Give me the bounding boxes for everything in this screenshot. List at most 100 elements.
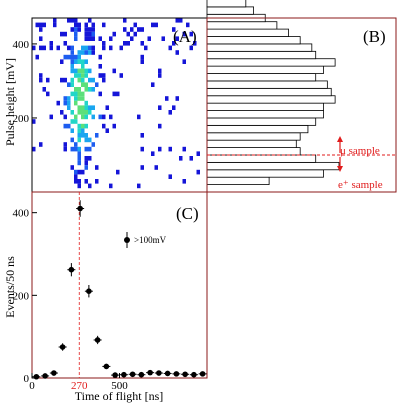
heatmap-cell bbox=[126, 41, 130, 46]
heatmap-cell bbox=[81, 133, 85, 138]
panel-b: (B) μ sample e⁺ sample bbox=[206, 0, 397, 193]
heatmap-cell bbox=[168, 174, 172, 179]
heatmap-cell bbox=[175, 36, 179, 41]
heatmap-cell bbox=[130, 36, 134, 41]
heatmap-cell bbox=[130, 27, 134, 32]
heatmap-cell bbox=[32, 119, 36, 124]
heatmap-cell bbox=[151, 82, 155, 87]
heatmap-cell bbox=[140, 146, 144, 152]
heatmap-cell bbox=[81, 110, 85, 115]
data-point bbox=[103, 363, 110, 370]
data-point bbox=[112, 372, 118, 378]
heatmap-cell bbox=[74, 22, 78, 28]
heatmap-cell bbox=[196, 151, 200, 156]
histogram-bar bbox=[206, 50, 317, 60]
heatmap-cell bbox=[98, 54, 102, 60]
heatmap-cell bbox=[109, 45, 113, 51]
data-point bbox=[191, 371, 197, 378]
panel-c-ylabel: Events/50 ns bbox=[3, 256, 17, 318]
heatmap-cell bbox=[158, 68, 162, 74]
y-tick-label: 0 bbox=[24, 373, 30, 385]
heatmap-cell bbox=[70, 110, 74, 115]
histogram-bar bbox=[206, 132, 301, 141]
legend-marker bbox=[124, 237, 130, 243]
heatmap-cell bbox=[84, 146, 88, 152]
heatmap-cell bbox=[84, 45, 88, 51]
heatmap-cell bbox=[112, 31, 116, 37]
heatmap-cell bbox=[84, 31, 88, 37]
heatmap-cell bbox=[95, 133, 99, 138]
histogram-bar bbox=[206, 139, 297, 148]
heatmap-cell bbox=[165, 96, 169, 101]
heatmap-cell bbox=[60, 110, 64, 115]
heatmap-cell bbox=[133, 31, 137, 37]
heatmap-cell bbox=[112, 91, 116, 97]
heatmap-cell bbox=[168, 146, 172, 152]
heatmap-cell bbox=[67, 45, 71, 51]
histogram-bar bbox=[206, 21, 278, 30]
heatmap-cell bbox=[70, 77, 74, 83]
heatmap-cell bbox=[88, 156, 92, 161]
histogram-bar bbox=[206, 161, 340, 171]
histogram-bars bbox=[206, 0, 340, 185]
heatmap-cell bbox=[74, 96, 78, 101]
heatmap-cell bbox=[74, 73, 78, 78]
heatmap-cell bbox=[81, 123, 85, 129]
heatmap-cell bbox=[98, 36, 102, 41]
heatmap-cell bbox=[88, 105, 92, 110]
heatmap-cell bbox=[81, 128, 85, 133]
heatmap-cell bbox=[95, 179, 99, 184]
heatmap-cell bbox=[189, 31, 193, 37]
heatmap-cell bbox=[154, 22, 158, 28]
heatmap-cell bbox=[74, 119, 78, 124]
heatmap-cell bbox=[35, 54, 39, 60]
heatmap-cell bbox=[77, 110, 81, 115]
panel-a-ylabel: Pulse height [mV] bbox=[3, 58, 17, 146]
heatmap-cell bbox=[123, 27, 127, 32]
heatmap-cell bbox=[189, 45, 193, 51]
heatmap-cell bbox=[91, 22, 95, 28]
heatmap-cell bbox=[81, 77, 85, 83]
histogram-bar bbox=[206, 154, 317, 163]
heatmap-cell bbox=[70, 119, 74, 124]
heatmap-cell bbox=[39, 77, 43, 83]
heatmap-cell bbox=[39, 22, 43, 28]
tof-points bbox=[32, 200, 207, 380]
heatmap-cell bbox=[161, 36, 165, 41]
heatmap-cell bbox=[109, 36, 113, 41]
heatmap-cell bbox=[112, 123, 116, 129]
heatmap-cell bbox=[154, 165, 158, 170]
heatmap-cell bbox=[70, 54, 74, 60]
heatmap-cell bbox=[74, 174, 78, 179]
heatmap-cell bbox=[63, 41, 67, 46]
heatmap-cell bbox=[84, 105, 88, 110]
heatmap-cell bbox=[63, 114, 67, 120]
e-arrow-head bbox=[337, 165, 343, 172]
e-sample-label: e⁺ sample bbox=[338, 179, 383, 191]
heatmap-cell bbox=[70, 165, 74, 170]
heatmap-cell bbox=[39, 36, 43, 41]
heatmap-cell bbox=[102, 77, 106, 83]
data-point bbox=[156, 370, 162, 376]
heatmap-cell bbox=[53, 22, 57, 28]
heatmap-cell bbox=[81, 169, 85, 175]
heatmap-cell bbox=[39, 45, 43, 51]
heatmap-cell bbox=[158, 73, 162, 78]
panel-c: (C) >100mV 0 200 400 0 500 270 Events/50 ns… bbox=[3, 191, 208, 403]
panel-a-label: (A) bbox=[173, 27, 197, 46]
heatmap-cell bbox=[84, 87, 88, 92]
heatmap-cell bbox=[179, 18, 183, 23]
heatmap-cell bbox=[70, 64, 74, 69]
histogram-bar bbox=[206, 58, 336, 67]
heatmap-cell bbox=[46, 77, 50, 83]
heatmap-cell bbox=[77, 137, 81, 143]
heatmap-cell bbox=[88, 31, 92, 37]
heatmap-cell bbox=[42, 45, 46, 51]
histogram-bar bbox=[206, 43, 313, 52]
heatmap-cell bbox=[77, 105, 81, 110]
heatmap-cell bbox=[77, 128, 81, 133]
heatmap-cell bbox=[84, 36, 88, 41]
heatmap-cell bbox=[140, 59, 144, 64]
heatmap-cell bbox=[39, 27, 43, 32]
